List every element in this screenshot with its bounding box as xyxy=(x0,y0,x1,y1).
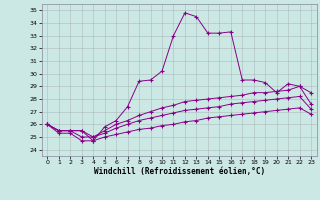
X-axis label: Windchill (Refroidissement éolien,°C): Windchill (Refroidissement éolien,°C) xyxy=(94,167,265,176)
